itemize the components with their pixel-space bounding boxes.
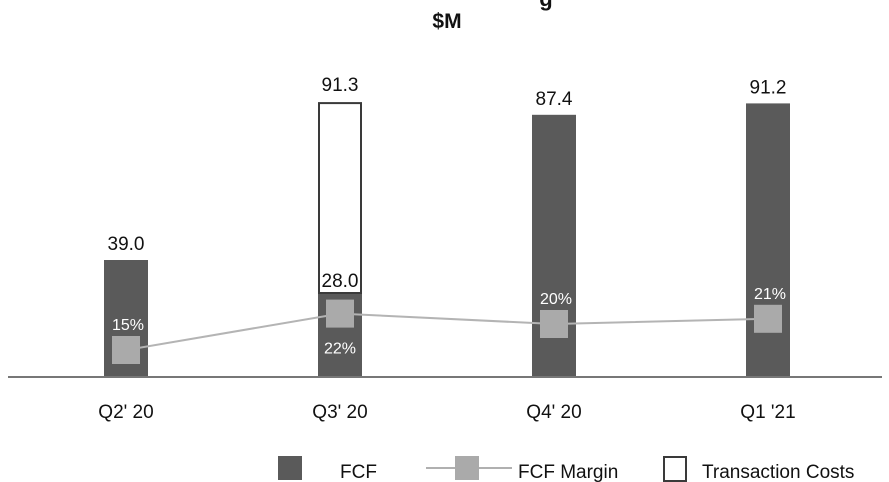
legend-swatch-transaction-costs xyxy=(663,456,687,482)
bar-fcf-3 xyxy=(746,103,790,378)
chart-title-fragment: g xyxy=(539,0,552,11)
fcf-margin-line xyxy=(125,312,769,351)
fcf-margin-label-0: 15% xyxy=(112,317,144,334)
fcf-margin-label-2: 20% xyxy=(540,291,572,308)
fcf-value-label-0: 39.0 xyxy=(108,234,145,255)
x-tick-label-0: Q2' 20 xyxy=(98,402,153,423)
x-tick-label-1: Q3' 20 xyxy=(312,402,367,423)
fcf-margin-label-1: 22% xyxy=(324,341,356,358)
legend-label-fcf: FCF xyxy=(340,462,377,482)
x-tick-label-3: Q1 '21 xyxy=(740,402,795,423)
fcf-margin-marker-3 xyxy=(754,304,782,333)
x-tick-label-2: Q4' 20 xyxy=(526,402,581,423)
legend-swatch-fcf-margin xyxy=(455,456,479,480)
legend-swatch-fcf xyxy=(278,456,302,480)
fcf-value-label-3: 91.2 xyxy=(750,77,787,98)
legend-label-fcf-margin: FCF Margin xyxy=(518,462,618,482)
fcf-margin-marker-0 xyxy=(112,336,140,364)
chart-subtitle: $M xyxy=(432,10,461,33)
fcf-margin-label-3: 21% xyxy=(754,286,786,303)
total-label-1: 91.3 xyxy=(322,75,359,96)
fcf-margin-marker-1 xyxy=(326,299,354,328)
fcf-value-label-2: 87.4 xyxy=(536,89,573,110)
fcf-value-label-1: 28.0 xyxy=(322,271,359,292)
fcf-margin-marker-2 xyxy=(540,310,568,338)
legend-label-transaction-costs: Transaction Costs xyxy=(702,462,854,482)
bar-transaction-costs-1 xyxy=(318,102,362,294)
